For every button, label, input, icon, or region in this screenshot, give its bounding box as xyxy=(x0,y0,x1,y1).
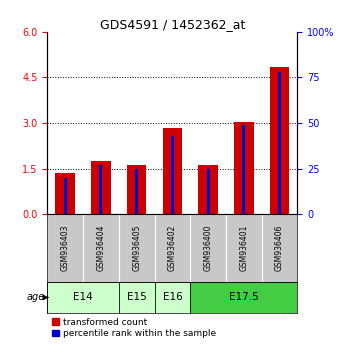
Bar xyxy=(55,173,75,214)
Bar xyxy=(270,67,289,214)
Text: GSM936402: GSM936402 xyxy=(168,225,177,271)
Bar xyxy=(135,169,138,214)
Bar xyxy=(163,127,182,214)
Bar xyxy=(99,165,102,214)
Text: E15: E15 xyxy=(127,292,147,302)
Text: GSM936401: GSM936401 xyxy=(239,225,248,271)
Text: E17.5: E17.5 xyxy=(229,292,259,302)
Bar xyxy=(64,178,67,214)
Text: E16: E16 xyxy=(163,292,182,302)
Text: GSM936406: GSM936406 xyxy=(275,225,284,271)
Text: GSM936404: GSM936404 xyxy=(96,225,105,271)
Legend: transformed count, percentile rank within the sample: transformed count, percentile rank withi… xyxy=(52,318,216,338)
Bar xyxy=(119,282,154,313)
Bar xyxy=(154,282,190,313)
Bar xyxy=(207,169,210,214)
Text: GSM936405: GSM936405 xyxy=(132,225,141,271)
Text: GSM936403: GSM936403 xyxy=(61,225,70,271)
Bar xyxy=(190,282,297,313)
Title: GDS4591 / 1452362_at: GDS4591 / 1452362_at xyxy=(100,18,245,31)
Bar xyxy=(127,165,146,214)
Bar xyxy=(91,161,111,214)
Bar xyxy=(47,282,119,313)
Bar xyxy=(234,122,254,214)
Bar xyxy=(278,72,281,214)
Text: GSM936400: GSM936400 xyxy=(203,225,213,271)
Bar xyxy=(171,136,174,214)
Bar xyxy=(242,125,245,214)
Text: age: age xyxy=(27,292,45,302)
Text: E14: E14 xyxy=(73,292,93,302)
Bar xyxy=(198,165,218,214)
